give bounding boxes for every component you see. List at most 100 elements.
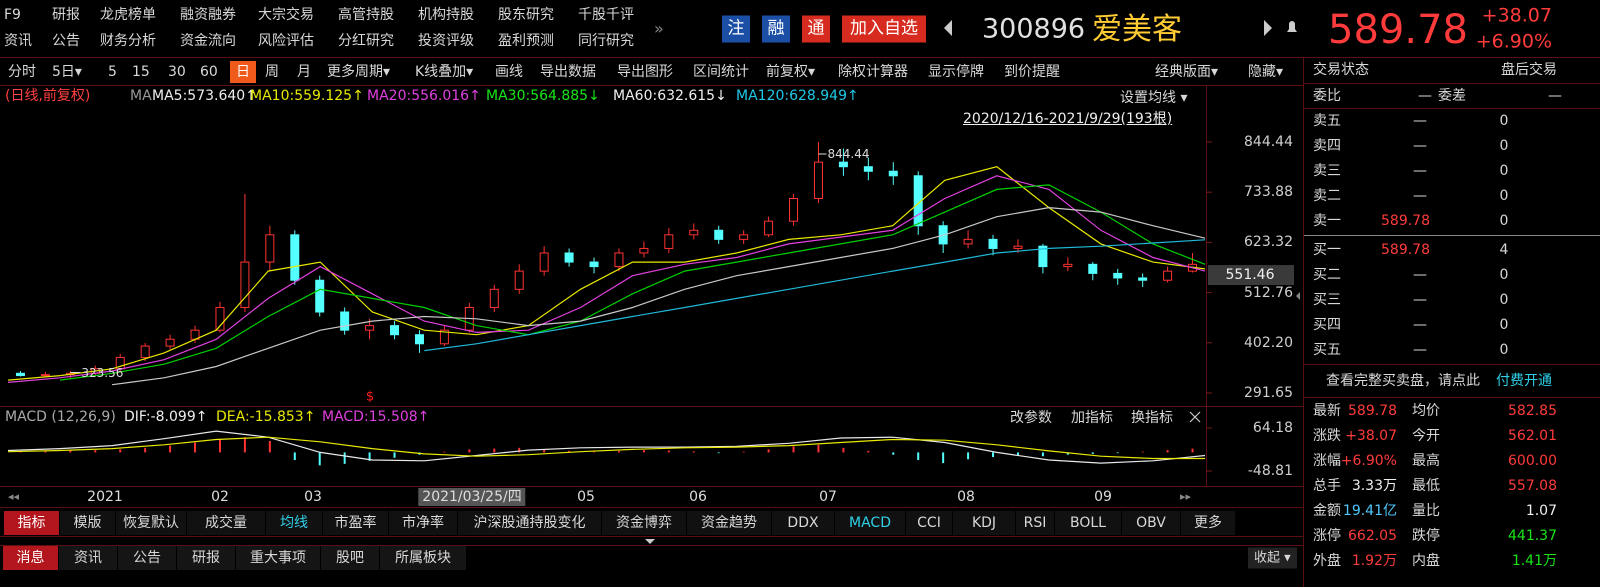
toolbar-button[interactable]: 到价提醒 <box>1004 64 1060 80</box>
macd-button[interactable]: 换指标 <box>1131 410 1173 426</box>
stat-label: 量比 <box>1412 503 1440 519</box>
macd-bar <box>942 452 945 464</box>
stock-name: 爱美客 <box>1092 12 1182 47</box>
indicator-tab[interactable]: 资金博弈 <box>602 511 686 535</box>
bottom-tab[interactable]: 股吧 <box>321 546 379 570</box>
toolbar-button[interactable]: 经典版面▾ <box>1155 64 1219 80</box>
menu-item[interactable]: 同行研究 <box>578 33 634 49</box>
indicator-tab[interactable]: 均线 <box>266 511 322 535</box>
settings-button[interactable]: 设置均线 ▾ <box>1120 90 1188 106</box>
menu-item[interactable]: 资讯 <box>4 33 32 49</box>
price-change: +38.07 <box>1481 4 1552 27</box>
stat-value: 3.33万 <box>1351 478 1397 494</box>
menu-item[interactable]: 千股千评 <box>578 7 634 23</box>
prev-arrow[interactable] <box>944 20 952 36</box>
toolbar-button[interactable]: 导出图形 <box>617 64 673 80</box>
stat-value: 562.01 <box>1508 428 1557 444</box>
menu-item[interactable]: 投资评级 <box>418 33 474 49</box>
indicator-tab[interactable]: 资金趋势 <box>687 511 771 535</box>
toolbar-button[interactable]: 5日▾ <box>52 64 82 80</box>
toolbar-button[interactable]: 5 <box>108 64 117 80</box>
collapse-button[interactable]: 收起 ▾ <box>1248 547 1297 569</box>
menu-item[interactable]: 高管持股 <box>338 7 394 23</box>
menu-item[interactable]: F9 <box>4 7 21 23</box>
book-price: 589.78 <box>1381 242 1430 258</box>
indicator-tab[interactable]: DDX <box>772 511 834 535</box>
next-arrow[interactable] <box>1264 20 1272 36</box>
indicator-tab[interactable]: MACD <box>835 511 905 535</box>
x-tick-label: 02 <box>211 489 229 505</box>
toolbar-button[interactable]: 前复权▾ <box>766 64 816 80</box>
macd-button[interactable]: 加指标 <box>1071 410 1113 426</box>
toolbar-button[interactable]: 画线 <box>495 64 523 80</box>
menu-item[interactable]: 资金流向 <box>180 33 236 49</box>
toolbar-button[interactable]: K线叠加▾ <box>415 64 474 80</box>
event-marker[interactable]: $ <box>365 389 375 405</box>
close-icon[interactable] <box>1189 411 1201 423</box>
menu-item[interactable]: 公告 <box>52 33 80 49</box>
indicator-tab[interactable]: 模版 <box>60 511 115 535</box>
indicator-tab[interactable]: KDJ <box>953 511 1015 535</box>
book-level: 卖二 <box>1313 188 1341 204</box>
ratio-label: 委差 <box>1438 88 1466 104</box>
menu-item[interactable]: 机构持股 <box>418 7 474 23</box>
indicator-tab[interactable]: 市盈率 <box>323 511 388 535</box>
menu-item[interactable]: 股东研究 <box>498 7 554 23</box>
menu-item[interactable]: 风险评估 <box>258 33 314 49</box>
toolbar-button[interactable]: 显示停牌 <box>928 64 984 80</box>
bottom-tab[interactable]: 所属板块 <box>380 546 466 570</box>
scroll-left[interactable]: ◂◂ <box>8 490 20 503</box>
indicator-tab[interactable]: BOLL <box>1055 511 1121 535</box>
badge[interactable]: 注 <box>722 15 750 43</box>
side-arrow[interactable] <box>1296 292 1300 300</box>
indicator-tab[interactable]: 更多 <box>1181 511 1235 535</box>
toolbar-button[interactable]: 隐藏▾ <box>1248 64 1284 80</box>
indicator-tab[interactable]: 恢复默认 <box>116 511 186 535</box>
book-level: 买二 <box>1313 267 1341 283</box>
toolbar-button[interactable]: 区间统计 <box>693 64 749 80</box>
scroll-right[interactable]: ▸▸ <box>1180 490 1192 503</box>
toolbar-button[interactable]: 30 <box>168 64 186 80</box>
indicator-tab[interactable]: 成交量 <box>187 511 265 535</box>
indicator-tab[interactable]: CCI <box>906 511 952 535</box>
menu-item[interactable]: 大宗交易 <box>258 7 314 23</box>
x-tick-label: 08 <box>957 489 975 505</box>
badge[interactable]: 通 <box>802 15 830 43</box>
indicator-tab[interactable]: RSI <box>1016 511 1054 535</box>
bottom-tab[interactable]: 研报 <box>177 546 235 570</box>
menu-item[interactable]: 分红研究 <box>338 33 394 49</box>
menu-item[interactable]: 财务分析 <box>100 33 156 49</box>
bottom-tab[interactable]: 消息 <box>3 546 58 570</box>
toolbar-button[interactable]: 导出数据 <box>540 64 596 80</box>
toolbar-button[interactable]: 月 <box>297 64 311 80</box>
toolbar-button[interactable]: 除权计算器 <box>838 64 908 80</box>
menu-item[interactable]: 龙虎榜单 <box>100 7 156 23</box>
indicator-tab[interactable]: 指标 <box>4 511 59 535</box>
menu-item[interactable]: 融资融券 <box>180 7 236 23</box>
menu-more[interactable]: » <box>654 19 664 38</box>
indicator-tab[interactable]: OBV <box>1122 511 1180 535</box>
macd-button[interactable]: 改参数 <box>1010 410 1052 426</box>
badge[interactable]: 融 <box>762 15 790 43</box>
bottom-tab[interactable]: 公告 <box>118 546 176 570</box>
toolbar-button[interactable]: 15 <box>132 64 150 80</box>
toolbar-button[interactable]: 周 <box>265 64 279 80</box>
ma-line <box>7 166 1206 381</box>
bottom-tab[interactable]: 资讯 <box>59 546 117 570</box>
bell-icon[interactable] <box>1287 21 1297 32</box>
indicator-tab[interactable]: 沪深股通持股变化 <box>458 511 601 535</box>
menu-item[interactable]: 盈利预测 <box>498 33 554 49</box>
toolbar-button[interactable]: 60 <box>200 64 218 80</box>
toolbar-button[interactable]: 日 <box>230 61 256 83</box>
macd-bar <box>368 452 371 461</box>
toolbar-button[interactable]: 分时 <box>8 64 36 80</box>
expand-arrow[interactable] <box>645 539 655 544</box>
menu-item[interactable]: 研报 <box>52 7 80 23</box>
indicator-tab[interactable]: 市净率 <box>389 511 457 535</box>
badge[interactable]: 加入自选 <box>842 15 926 43</box>
book-price: 589.78 <box>1381 213 1430 229</box>
bottom-tab[interactable]: 重大事项 <box>236 546 320 570</box>
notice-link[interactable]: 付费开通 <box>1496 373 1552 389</box>
legend-item: MA5:573.640↑ <box>152 88 257 104</box>
toolbar-button[interactable]: 更多周期▾ <box>327 64 391 80</box>
